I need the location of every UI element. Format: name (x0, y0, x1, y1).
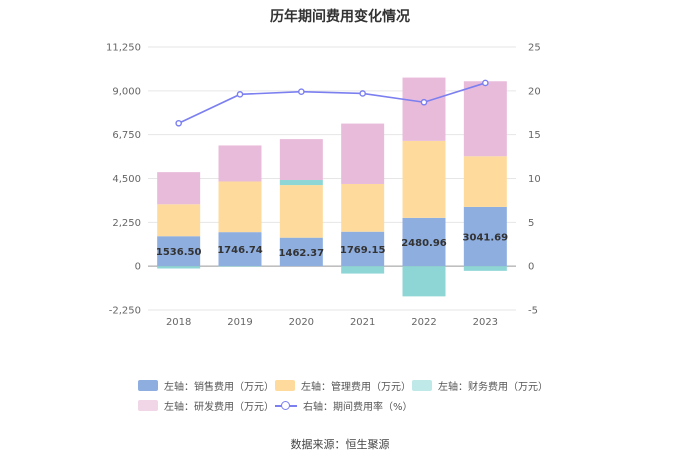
legend-swatch-rnd (138, 400, 158, 411)
right-axis-tick: -5 (528, 306, 538, 317)
right-axis-tick: 20 (528, 86, 541, 97)
legend-item-rnd[interactable]: 左轴：研发费用（万元） (138, 398, 274, 413)
data-source: 数据来源：恒生聚源 (290, 438, 390, 451)
legend-item-sales[interactable]: 左轴：销售费用（万元） (138, 378, 274, 393)
bar-admin (279, 185, 323, 238)
bar-rnd (463, 81, 507, 157)
rate-point (175, 119, 182, 127)
bar-finance (463, 266, 507, 271)
bar-value-label: 1536.50 (156, 247, 202, 258)
legend-label-finance: 左轴：财务费用（万元） (438, 382, 548, 393)
bar-admin (157, 204, 201, 237)
right-axis-tick: 0 (528, 262, 534, 273)
left-axis-tick: -2,250 (109, 306, 141, 317)
bar-admin (341, 183, 385, 232)
bar-rnd (341, 123, 385, 184)
x-axis-tick: 2020 (289, 317, 314, 328)
bar-rnd (218, 145, 262, 182)
bar-finance (279, 180, 323, 186)
rate-point (482, 79, 489, 87)
legend-item-finance[interactable]: 左轴：财务费用（万元） (412, 378, 548, 393)
left-axis-tick: 9,000 (112, 86, 141, 97)
x-axis-tick: 2018 (166, 317, 191, 328)
bar-value-label: 1769.15 (340, 245, 386, 256)
bar-value-label: 1746.74 (217, 245, 263, 256)
left-axis-tick: 0 (135, 262, 141, 273)
x-axis-tick: 2021 (350, 317, 375, 328)
legend-swatch-admin (275, 380, 295, 391)
bar-finance (157, 266, 201, 269)
legend-item-rate[interactable]: 右轴：期间费用率（%） (275, 398, 413, 413)
rate-point (298, 88, 305, 96)
chart-svg: 11,250 9,000 6,750 4,500 2,250 0 -2,250 25 20 15 1… (106, 43, 541, 329)
bar-sales (157, 236, 201, 267)
bar-finance (402, 266, 446, 297)
left-axis-tick: 11,250 (106, 43, 141, 54)
left-axis-tick: 2,250 (112, 218, 141, 229)
legend-swatch-finance (412, 380, 432, 391)
bar-finance (218, 266, 262, 267)
bar-sales (279, 237, 323, 267)
bar-rnd (157, 172, 201, 205)
x-axis-tick: 2022 (411, 317, 436, 328)
bar-admin (463, 156, 507, 207)
legend-item-admin[interactable]: 左轴：管理费用（万元） (275, 378, 411, 393)
bar-rnd (279, 139, 323, 181)
x-axis-tick: 2023 (473, 317, 498, 328)
bar-value-label: 3041.69 (463, 233, 509, 244)
chart-title: 历年期间费用变化情况 (270, 9, 410, 25)
legend-swatch-sales (138, 380, 158, 391)
x-axis-tick: 2019 (227, 317, 252, 328)
bar-finance (341, 266, 385, 274)
legend-label-rnd: 左轴：研发费用（万元） (164, 402, 274, 413)
left-axis-tick: 6,750 (112, 130, 141, 141)
bar-admin (402, 140, 446, 218)
bar-rnd (402, 77, 446, 141)
rate-line (178, 82, 486, 124)
bar-sales (341, 231, 385, 267)
bar-admin (218, 181, 262, 233)
bar-value-label: 1462.37 (279, 248, 325, 259)
bar-sales (402, 217, 446, 267)
right-axis-tick: 15 (528, 130, 541, 141)
bar-value-label: 2480.96 (401, 238, 447, 249)
rate-point (420, 98, 428, 106)
right-axis-tick: 5 (528, 218, 534, 229)
rate-point (236, 91, 244, 98)
right-axis-tick: 25 (528, 43, 541, 54)
rate-point (359, 90, 366, 97)
right-axis-tick: 10 (528, 174, 541, 185)
legend-label-admin: 左轴：管理费用（万元） (301, 382, 411, 393)
bar-sales (218, 232, 262, 267)
bar-sales (463, 206, 507, 267)
legend-label-sales: 左轴：销售费用（万元） (164, 382, 274, 393)
legend-swatch-rate (275, 400, 297, 411)
left-axis-tick: 4,500 (112, 174, 141, 185)
legend-label-rate: 右轴：期间费用率（%） (303, 402, 413, 413)
